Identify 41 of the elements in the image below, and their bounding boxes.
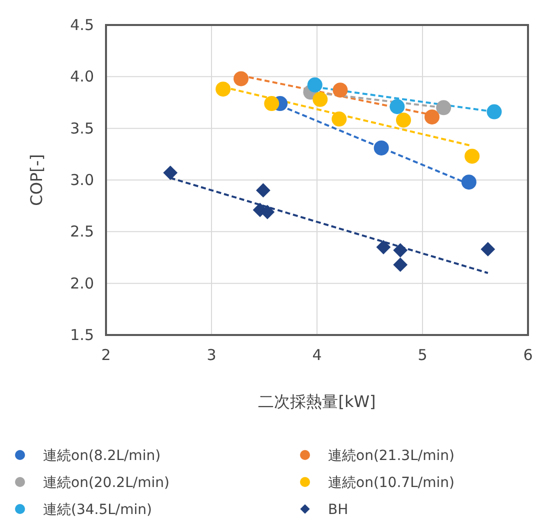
- point: [332, 112, 347, 127]
- point: [264, 96, 280, 112]
- x-tick-label: 6: [523, 346, 533, 364]
- point: [390, 99, 405, 114]
- point: [216, 82, 231, 97]
- point: [393, 243, 408, 258]
- y-tick-label: 2.0: [70, 274, 94, 292]
- legend-label: 連続on(8.2L/min): [43, 448, 161, 464]
- y-tick-label: 1.5: [70, 326, 94, 344]
- y-tick-label: 2.5: [70, 222, 94, 241]
- x-tick-label: 5: [418, 346, 428, 364]
- point: [393, 258, 408, 272]
- x-tick-label: 2: [101, 346, 111, 364]
- point: [424, 109, 440, 124]
- legend-label: 連続on(10.7L/min): [328, 475, 454, 491]
- y-tick-label: 3.5: [70, 119, 94, 138]
- point: [256, 183, 270, 198]
- point: [332, 82, 348, 98]
- point: [480, 242, 496, 256]
- point: [234, 71, 249, 86]
- point: [486, 104, 502, 120]
- point: [461, 174, 476, 190]
- y-axis-title: COP[-]: [27, 154, 46, 206]
- legend-label: 連続on(21.3L/min): [328, 448, 454, 464]
- x-tick-label: 3: [206, 346, 216, 364]
- point: [163, 166, 178, 180]
- point: [464, 148, 480, 164]
- y-tick-label: 4.0: [70, 68, 94, 86]
- x-tick-label: 4: [312, 346, 322, 364]
- legend-label: 連続(34.5L/min): [43, 502, 152, 518]
- point: [376, 240, 391, 254]
- point: [396, 112, 412, 128]
- x-axis-title: 二次採熱量[kW]: [258, 392, 376, 411]
- y-tick-label: 3.0: [70, 171, 94, 189]
- point: [307, 77, 322, 92]
- legend-label: 連続on(20.2L/min): [43, 475, 170, 491]
- point: [374, 140, 389, 156]
- point: [436, 100, 452, 116]
- point: [312, 92, 328, 107]
- legend-label: BH: [328, 502, 348, 518]
- y-tick-label: 4.5: [70, 16, 94, 34]
